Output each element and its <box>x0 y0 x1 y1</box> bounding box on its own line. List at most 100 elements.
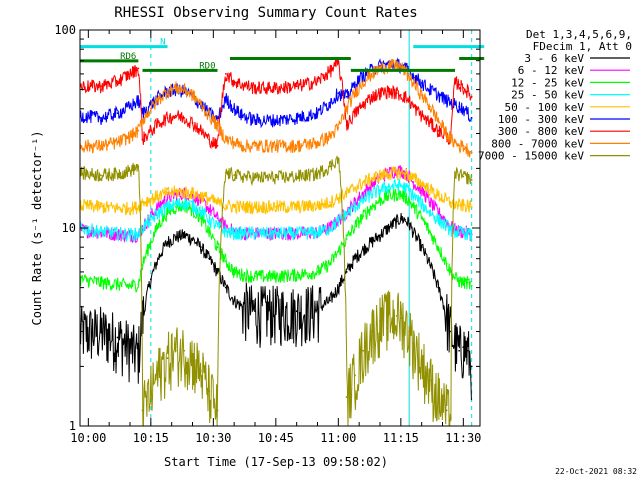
series-3-point-17 <box>241 232 244 235</box>
series-2-point-7 <box>158 222 161 225</box>
series-3-point-14 <box>216 225 219 228</box>
series-8-point-10 <box>183 349 186 352</box>
series-2-point-15 <box>224 260 227 263</box>
series-4-point-25 <box>354 186 356 189</box>
series-2-point-14 <box>216 246 219 249</box>
series-0-point-22 <box>329 299 331 302</box>
series-0-point-19 <box>274 310 277 313</box>
series-0-point-15 <box>224 286 227 289</box>
legend-label-0: 3 - 6 keV <box>524 52 584 65</box>
series-8-point-24 <box>345 396 348 398</box>
series-8-point-41 <box>458 174 461 176</box>
series-7-point-38 <box>445 132 448 135</box>
series-0-point-25 <box>354 257 356 260</box>
series-4-point-40 <box>454 203 456 206</box>
series-4-point-10 <box>183 191 186 193</box>
series-3-point-35 <box>420 203 423 206</box>
series-6-point-34 <box>412 105 415 108</box>
series-0-point-1 <box>99 330 102 333</box>
series-6-point-43 <box>466 90 469 93</box>
series-4-point-38 <box>445 199 448 202</box>
series-5-point-35 <box>420 82 423 84</box>
series-8-point-43 <box>466 176 469 179</box>
series-6-point-14 <box>216 144 219 147</box>
series-6-point-21 <box>316 80 319 83</box>
series-6-point-9 <box>174 114 177 117</box>
series-5-point-40 <box>454 103 456 106</box>
series-6-point-25 <box>354 112 356 115</box>
series-5-point-21 <box>316 112 319 115</box>
series-line-0 <box>80 213 472 401</box>
series-6-point-31 <box>399 94 402 96</box>
series-6-point-1 <box>99 85 102 88</box>
series-8-point-34 <box>412 342 415 345</box>
series-3-point-33 <box>408 189 411 192</box>
series-5-point-23 <box>337 92 340 95</box>
series-7-point-25 <box>354 92 356 95</box>
series-7-point-31 <box>399 66 402 68</box>
series-4-point-16 <box>233 205 236 208</box>
series-6-point-24 <box>345 124 348 127</box>
legend-label-2: 12 - 25 keV <box>511 76 584 89</box>
series-8-point-35 <box>420 361 423 364</box>
series-4-point-8 <box>166 192 169 195</box>
series-6-point-30 <box>395 92 398 95</box>
series-0-point-31 <box>399 217 402 220</box>
y-tick-label-1: 10 <box>62 221 76 235</box>
series-0-point-28 <box>379 234 381 237</box>
x-axis-label: Start Time (17-Sep-13 09:58:02) <box>164 455 388 469</box>
series-4-point-32 <box>404 172 406 175</box>
series-8-point-32 <box>404 322 406 325</box>
series-3-point-4 <box>137 233 140 236</box>
series-5-point-42 <box>462 107 465 110</box>
series-6-point-4 <box>137 67 140 70</box>
series-3 <box>80 178 473 243</box>
series-3-point-39 <box>449 228 452 231</box>
series-2-point-30 <box>395 193 398 196</box>
series-8-point-44 <box>470 178 473 181</box>
series-5-point-39 <box>449 101 452 104</box>
series-line-4 <box>80 166 472 216</box>
series-2-point-40 <box>454 276 456 279</box>
chart-title: RHESSI Observing Summary Count Rates <box>114 5 417 21</box>
series-5-point-22 <box>329 101 331 104</box>
series-2-point-8 <box>166 211 169 214</box>
series-5-point-16 <box>233 107 236 110</box>
series-0-point-4 <box>137 353 140 356</box>
series-8-point-19 <box>274 176 277 179</box>
series-7-point-9 <box>174 87 177 89</box>
series-3-point-1 <box>99 230 102 233</box>
series-0-point-27 <box>370 241 373 243</box>
series-0-point-21 <box>316 308 319 310</box>
series-6-point-15 <box>224 73 227 75</box>
series-0-point-18 <box>254 310 256 313</box>
series-6-point-7 <box>158 121 161 124</box>
series-2-point-4 <box>137 283 140 286</box>
series-4-point-12 <box>199 194 202 197</box>
series-2-point-26 <box>362 215 365 217</box>
series-0-point-2 <box>116 336 119 339</box>
series-4-point-23 <box>337 196 340 199</box>
series-2-point-5 <box>141 264 144 266</box>
series-7-point-5 <box>141 119 144 122</box>
series-6-point-5 <box>141 138 144 141</box>
series-7-point-18 <box>254 144 256 147</box>
series-5-point-15 <box>224 97 227 100</box>
series-7-point-37 <box>437 119 440 122</box>
series-2-point-37 <box>437 246 440 249</box>
series-6-point-36 <box>429 121 431 124</box>
series-8-point-26 <box>362 349 365 352</box>
series-2-point-38 <box>445 262 448 265</box>
series-8-point-25 <box>354 374 356 377</box>
legend-label-1: 6 - 12 keV <box>518 64 585 77</box>
series-3-point-27 <box>370 193 373 196</box>
series-8-point-37 <box>437 396 440 398</box>
series-8-point-4 <box>137 165 140 168</box>
series-6-point-26 <box>362 103 365 106</box>
series-1-point-13 <box>208 207 211 210</box>
series-5-point-26 <box>362 74 365 77</box>
series-8-point-40 <box>454 171 456 174</box>
series-7-point-10 <box>183 88 186 91</box>
series-8-point-9 <box>174 349 177 352</box>
